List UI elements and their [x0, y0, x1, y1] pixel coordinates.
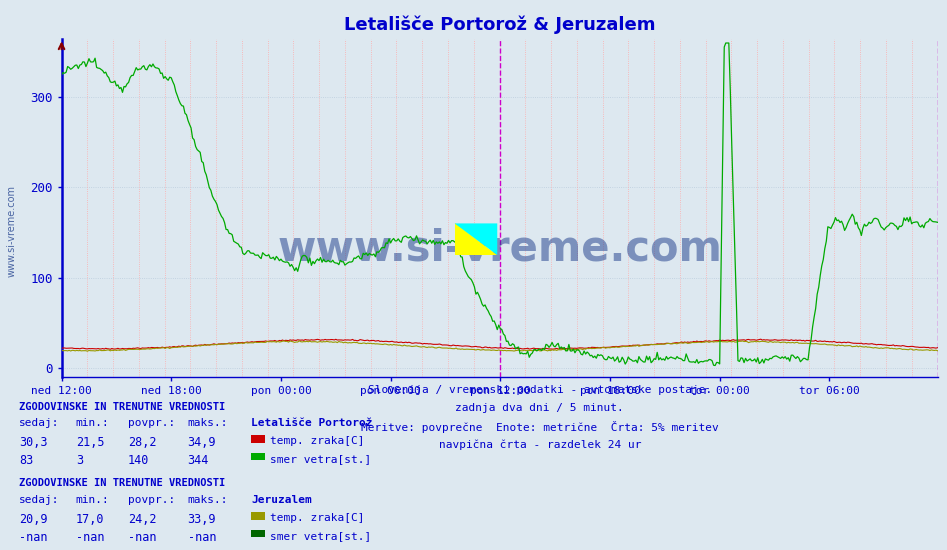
Text: 17,0: 17,0 — [76, 513, 104, 526]
Text: 140: 140 — [128, 454, 150, 467]
Text: www.si-vreme.com: www.si-vreme.com — [7, 185, 17, 277]
Text: temp. zraka[C]: temp. zraka[C] — [270, 436, 365, 446]
Text: 28,2: 28,2 — [128, 436, 156, 449]
Title: Letališče Portorož & Jeruzalem: Letališče Portorož & Jeruzalem — [344, 15, 655, 34]
Text: Jeruzalem: Jeruzalem — [251, 495, 312, 505]
Text: 344: 344 — [188, 454, 209, 467]
Text: 30,3: 30,3 — [19, 436, 47, 449]
Text: ZGODOVINSKE IN TRENUTNE VREDNOSTI: ZGODOVINSKE IN TRENUTNE VREDNOSTI — [19, 478, 225, 488]
Text: zadnja dva dni / 5 minut.: zadnja dva dni / 5 minut. — [456, 403, 624, 413]
Text: min.:: min.: — [76, 495, 110, 505]
Text: 20,9: 20,9 — [19, 513, 47, 526]
Text: ZGODOVINSKE IN TRENUTNE VREDNOSTI: ZGODOVINSKE IN TRENUTNE VREDNOSTI — [19, 402, 225, 411]
Text: povpr.:: povpr.: — [128, 495, 175, 505]
Text: temp. zraka[C]: temp. zraka[C] — [270, 513, 365, 523]
Text: sedaj:: sedaj: — [19, 495, 60, 505]
Text: 24,2: 24,2 — [128, 513, 156, 526]
Text: 83: 83 — [19, 454, 33, 467]
Text: navpična črta - razdelek 24 ur: navpična črta - razdelek 24 ur — [438, 439, 641, 450]
Text: smer vetra[st.]: smer vetra[st.] — [270, 531, 371, 541]
Text: -nan: -nan — [19, 531, 47, 544]
Text: maks.:: maks.: — [188, 495, 228, 505]
Text: Letališče Portorož: Letališče Portorož — [251, 418, 372, 428]
Text: -nan: -nan — [188, 531, 216, 544]
Text: 3: 3 — [76, 454, 83, 467]
Text: -nan: -nan — [128, 531, 156, 544]
Text: -nan: -nan — [76, 531, 104, 544]
Text: smer vetra[st.]: smer vetra[st.] — [270, 454, 371, 464]
Text: sedaj:: sedaj: — [19, 418, 60, 428]
Text: maks.:: maks.: — [188, 418, 228, 428]
Text: Meritve: povprečne  Enote: metrične  Črta: 5% meritev: Meritve: povprečne Enote: metrične Črta:… — [361, 421, 719, 433]
Text: Slovenija / vremenski podatki - avtomatske postaje.: Slovenija / vremenski podatki - avtomats… — [367, 385, 712, 395]
Text: 33,9: 33,9 — [188, 513, 216, 526]
Text: min.:: min.: — [76, 418, 110, 428]
Polygon shape — [455, 223, 497, 255]
Text: 34,9: 34,9 — [188, 436, 216, 449]
Text: www.si-vreme.com: www.si-vreme.com — [277, 227, 722, 269]
Polygon shape — [455, 223, 497, 255]
Text: povpr.:: povpr.: — [128, 418, 175, 428]
Text: 21,5: 21,5 — [76, 436, 104, 449]
